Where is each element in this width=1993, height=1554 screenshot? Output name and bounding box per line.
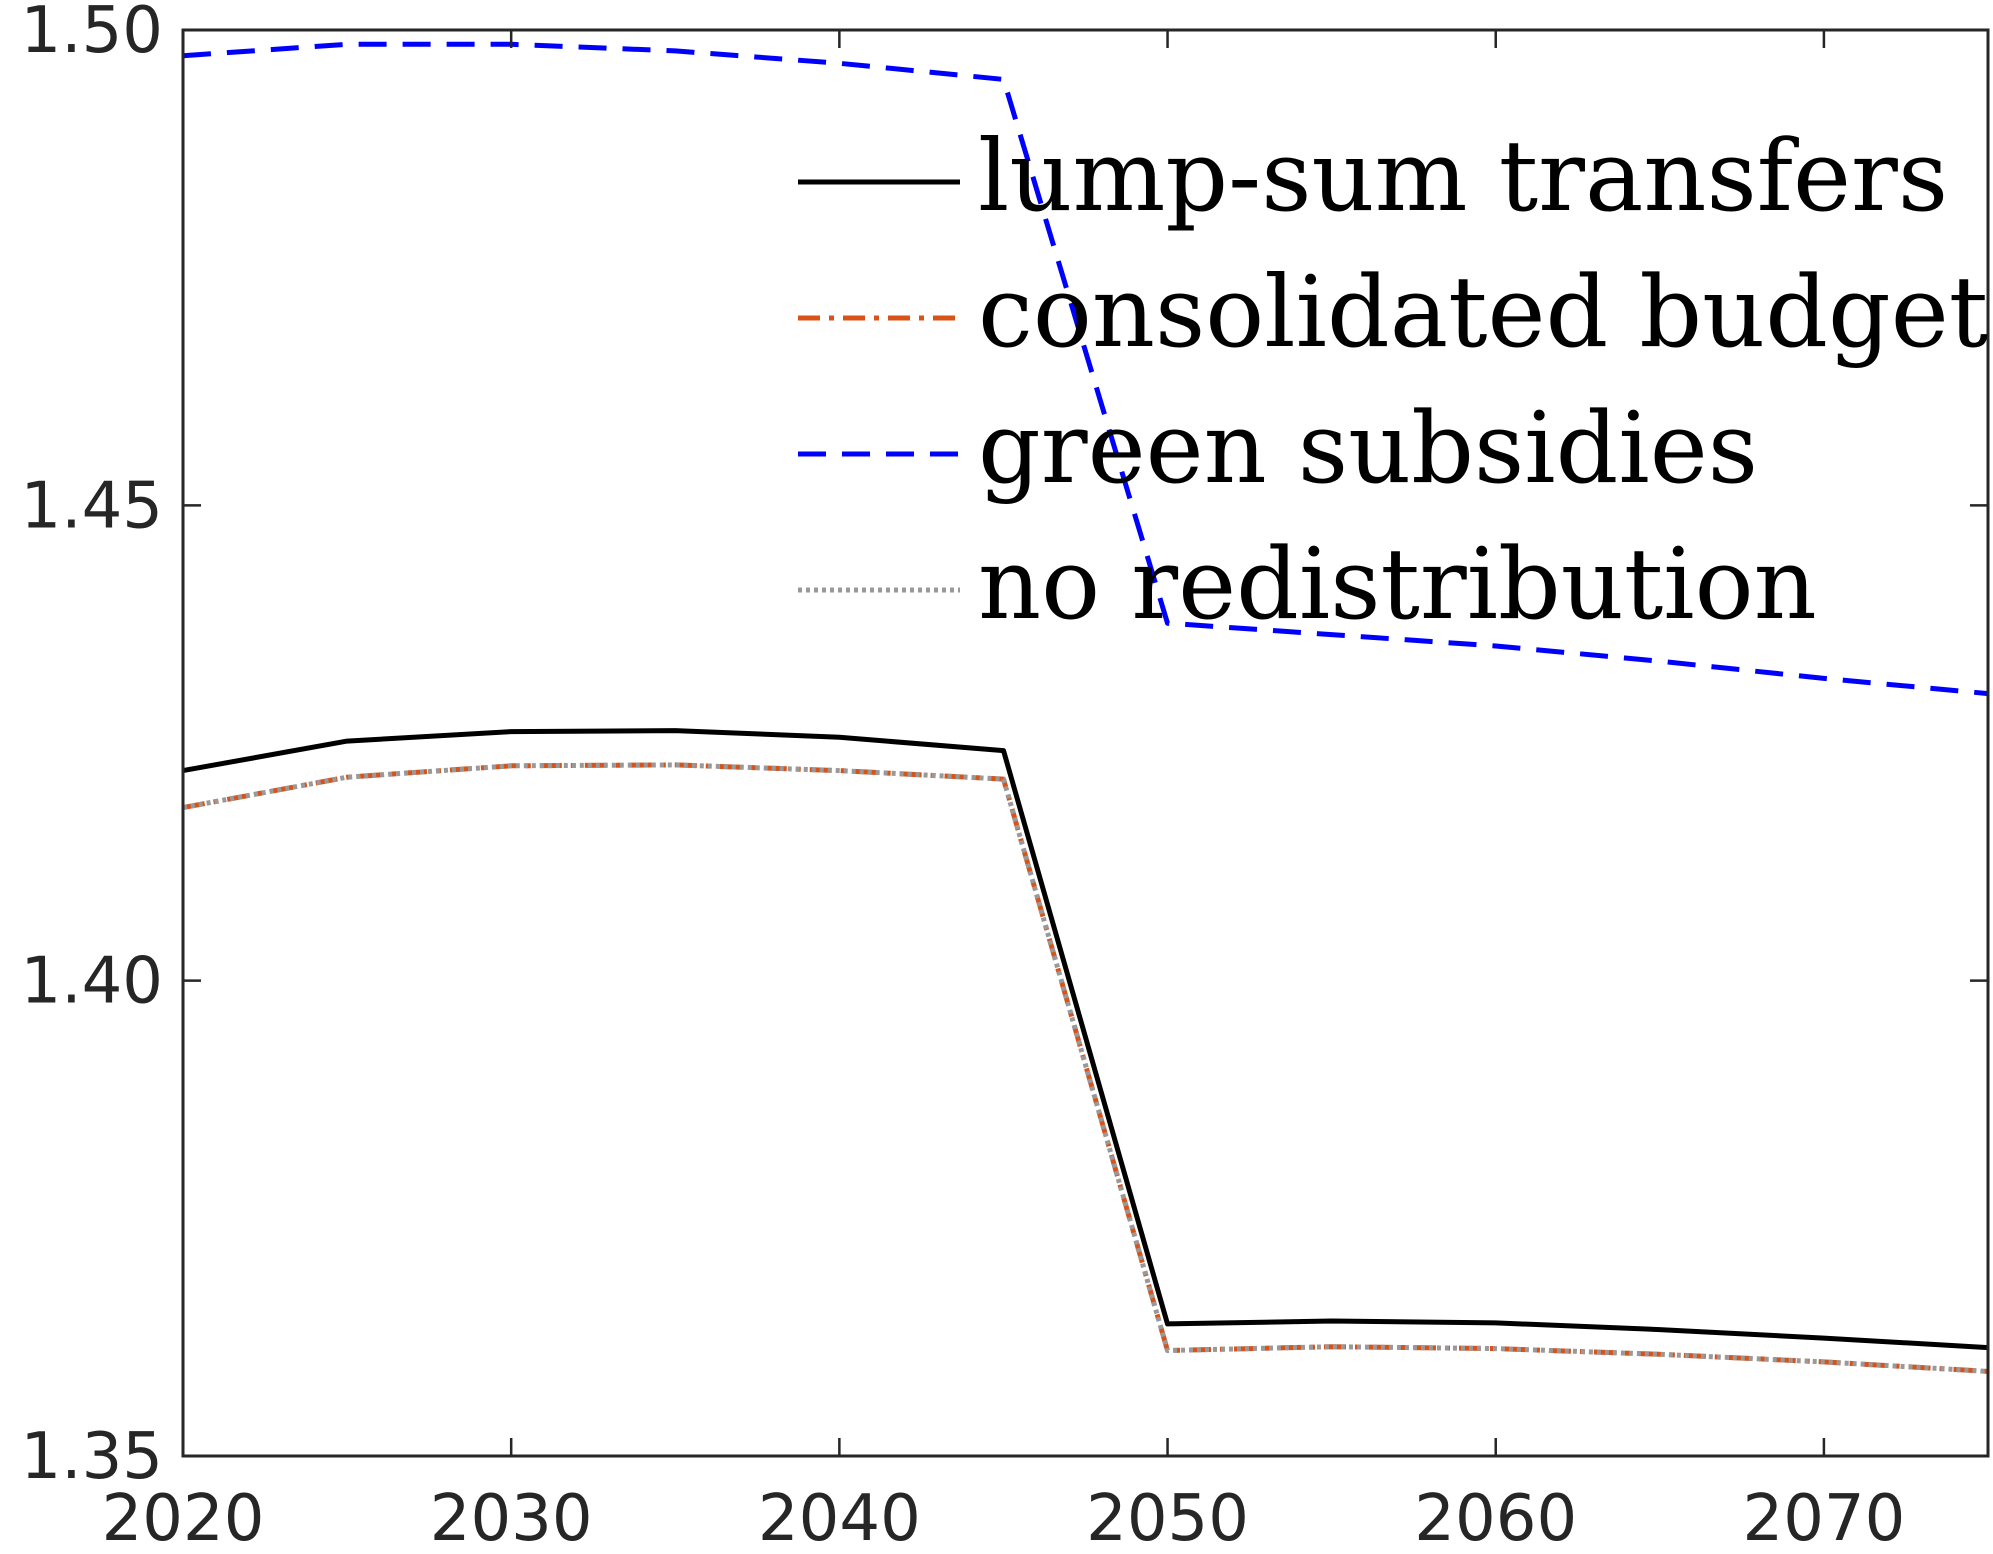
x-tick-label: 2060 (1414, 1482, 1577, 1554)
series-line-green-subsidies (182, 41, 1989, 697)
x-tick-label: 2030 (430, 1482, 593, 1554)
x-tick-label: 2020 (102, 1482, 265, 1554)
tick-layer: 2020 2030 2040 2050 2060 2070 1.35 1.40 1.45 1.50 (21, 0, 1988, 1554)
legend-label-no-redistribution: no redistribution (978, 528, 1817, 642)
series-line-no-redistribution (182, 762, 1989, 1374)
y-tick-label: 1.45 (21, 469, 164, 543)
legend-label-green-subsidies: green subsidies (978, 392, 1758, 506)
series-layer (182, 41, 1989, 1374)
series-line-consolidated-budget (182, 762, 1989, 1374)
y-tick-label: 1.50 (21, 0, 164, 68)
x-tick-label: 2050 (1086, 1482, 1249, 1554)
legend-label-lump-sum-transfers: lump-sum transfers (978, 120, 1948, 234)
x-tick-label: 2070 (1742, 1482, 1905, 1554)
legend: lump-sum transfers consolidated budget gre… (798, 120, 1988, 642)
y-tick-label: 1.35 (21, 1420, 164, 1494)
x-tick-label: 2040 (758, 1482, 921, 1554)
series-line-lump-sum-transfers (182, 728, 1989, 1351)
axes-box (181, 28, 1990, 1458)
y-tick-label: 1.40 (21, 945, 164, 1019)
legend-label-consolidated-budget: consolidated budget (978, 256, 1988, 370)
